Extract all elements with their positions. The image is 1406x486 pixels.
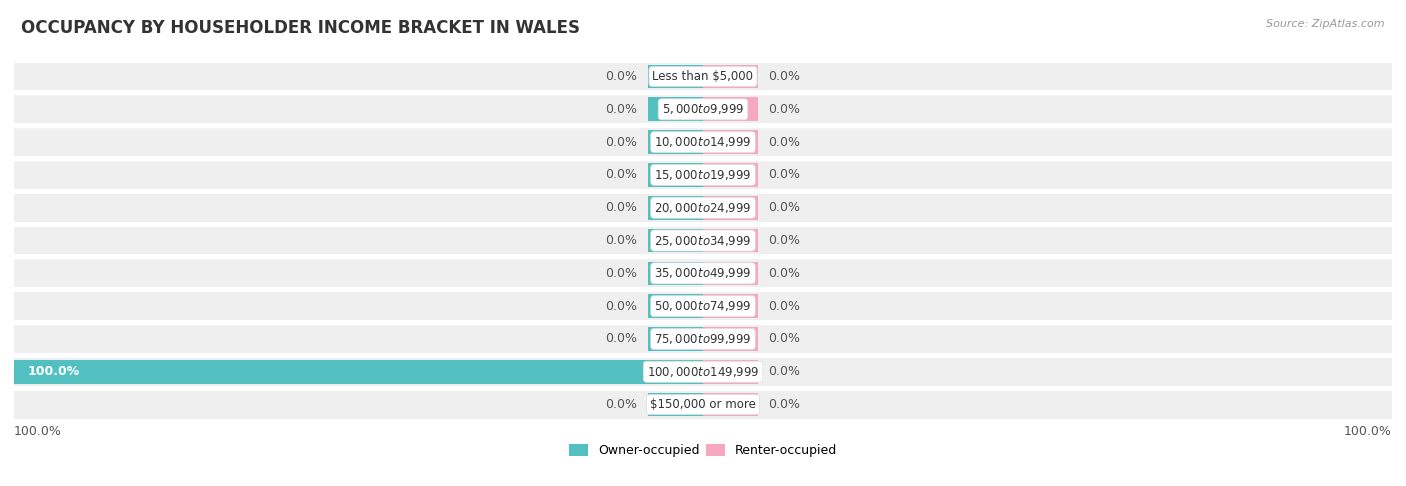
Text: OCCUPANCY BY HOUSEHOLDER INCOME BRACKET IN WALES: OCCUPANCY BY HOUSEHOLDER INCOME BRACKET … bbox=[21, 19, 581, 37]
Bar bbox=[703, 295, 758, 318]
Text: 0.0%: 0.0% bbox=[606, 201, 637, 214]
Bar bbox=[648, 65, 703, 88]
Bar bbox=[703, 196, 758, 220]
Bar bbox=[703, 65, 758, 88]
Text: 0.0%: 0.0% bbox=[769, 398, 800, 411]
Bar bbox=[703, 261, 758, 285]
Text: 0.0%: 0.0% bbox=[769, 70, 800, 83]
Bar bbox=[648, 261, 703, 285]
Bar bbox=[648, 229, 703, 252]
Text: 100.0%: 100.0% bbox=[14, 425, 62, 438]
Text: 0.0%: 0.0% bbox=[769, 169, 800, 181]
Bar bbox=[14, 391, 1392, 418]
Bar bbox=[14, 128, 1392, 156]
Bar bbox=[648, 98, 703, 121]
Bar bbox=[703, 229, 758, 252]
Text: Less than $5,000: Less than $5,000 bbox=[652, 70, 754, 83]
Bar bbox=[703, 130, 758, 154]
Text: 0.0%: 0.0% bbox=[769, 300, 800, 312]
Text: $35,000 to $49,999: $35,000 to $49,999 bbox=[654, 266, 752, 280]
Text: 0.0%: 0.0% bbox=[769, 136, 800, 149]
Text: 0.0%: 0.0% bbox=[769, 365, 800, 378]
Text: 0.0%: 0.0% bbox=[769, 201, 800, 214]
Bar bbox=[703, 163, 758, 187]
Text: 0.0%: 0.0% bbox=[606, 234, 637, 247]
Text: 0.0%: 0.0% bbox=[769, 234, 800, 247]
Text: 100.0%: 100.0% bbox=[1344, 425, 1392, 438]
Bar bbox=[14, 63, 1392, 90]
Legend: Owner-occupied, Renter-occupied: Owner-occupied, Renter-occupied bbox=[564, 439, 842, 462]
Bar bbox=[648, 327, 703, 351]
Text: $15,000 to $19,999: $15,000 to $19,999 bbox=[654, 168, 752, 182]
Text: 0.0%: 0.0% bbox=[606, 300, 637, 312]
Bar bbox=[648, 130, 703, 154]
Bar bbox=[648, 393, 703, 417]
Text: $10,000 to $14,999: $10,000 to $14,999 bbox=[654, 135, 752, 149]
Text: 100.0%: 100.0% bbox=[28, 365, 80, 378]
Text: 0.0%: 0.0% bbox=[606, 103, 637, 116]
Bar bbox=[14, 325, 1392, 353]
Bar bbox=[14, 360, 703, 383]
Text: 0.0%: 0.0% bbox=[769, 267, 800, 280]
Bar bbox=[703, 98, 758, 121]
Text: 0.0%: 0.0% bbox=[606, 267, 637, 280]
Text: 0.0%: 0.0% bbox=[606, 169, 637, 181]
Text: 0.0%: 0.0% bbox=[606, 70, 637, 83]
Bar bbox=[14, 260, 1392, 287]
Text: 0.0%: 0.0% bbox=[769, 103, 800, 116]
Bar bbox=[14, 292, 1392, 320]
Text: 0.0%: 0.0% bbox=[769, 332, 800, 346]
Bar bbox=[703, 327, 758, 351]
Text: $20,000 to $24,999: $20,000 to $24,999 bbox=[654, 201, 752, 215]
Bar bbox=[14, 95, 1392, 123]
Bar bbox=[14, 358, 1392, 386]
Text: $150,000 or more: $150,000 or more bbox=[650, 398, 756, 411]
Bar bbox=[648, 295, 703, 318]
Bar bbox=[703, 360, 758, 383]
Text: $75,000 to $99,999: $75,000 to $99,999 bbox=[654, 332, 752, 346]
Text: Source: ZipAtlas.com: Source: ZipAtlas.com bbox=[1267, 19, 1385, 30]
Text: 0.0%: 0.0% bbox=[606, 398, 637, 411]
Bar bbox=[14, 161, 1392, 189]
Text: $25,000 to $34,999: $25,000 to $34,999 bbox=[654, 234, 752, 247]
Text: 0.0%: 0.0% bbox=[606, 136, 637, 149]
Bar bbox=[648, 196, 703, 220]
Text: $100,000 to $149,999: $100,000 to $149,999 bbox=[647, 365, 759, 379]
Bar bbox=[703, 393, 758, 417]
Bar bbox=[14, 194, 1392, 222]
Text: $50,000 to $74,999: $50,000 to $74,999 bbox=[654, 299, 752, 313]
Text: $5,000 to $9,999: $5,000 to $9,999 bbox=[662, 102, 744, 116]
Bar bbox=[648, 163, 703, 187]
Bar bbox=[14, 226, 1392, 255]
Text: 0.0%: 0.0% bbox=[606, 332, 637, 346]
